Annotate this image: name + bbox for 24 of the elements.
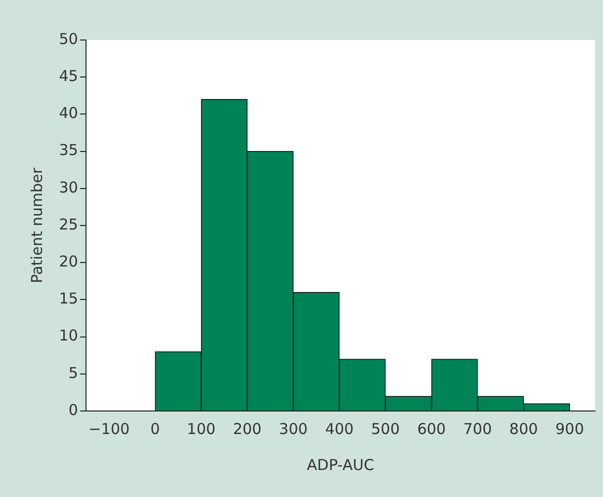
x-tick-label: 400 [325, 420, 354, 438]
y-tick-label: 10 [58, 326, 78, 345]
x-tick-label: 700 [463, 420, 492, 438]
x-tick-label: 800 [509, 420, 538, 438]
y-tick-label: 15 [58, 290, 78, 308]
x-tick-label: 300 [279, 420, 308, 438]
x-tick-label: 600 [417, 420, 446, 438]
y-tick-label: 50 [58, 30, 78, 48]
x-tick-label: 200 [232, 420, 262, 438]
y-tick-label: 40 [58, 104, 78, 122]
x-tick-label: 500 [371, 420, 400, 438]
y-tick-label: 30 [58, 178, 78, 196]
y-tick-label: 20 [58, 252, 78, 270]
x-tick-label: −100 [88, 420, 130, 438]
y-tick-label: 35 [58, 141, 78, 160]
x-tick-label: 100 [186, 420, 216, 438]
y-axis-title: Patient number [28, 166, 46, 284]
y-tick-label: 25 [58, 215, 78, 234]
y-tick-label: 45 [58, 66, 78, 85]
y-tick-label: 5 [68, 364, 78, 382]
x-tick-label: 900 [555, 420, 584, 438]
x-axis-title: ADP-AUC [306, 456, 374, 474]
y-tick-label: 0 [68, 400, 78, 419]
x-tick-label: 0 [150, 420, 160, 438]
